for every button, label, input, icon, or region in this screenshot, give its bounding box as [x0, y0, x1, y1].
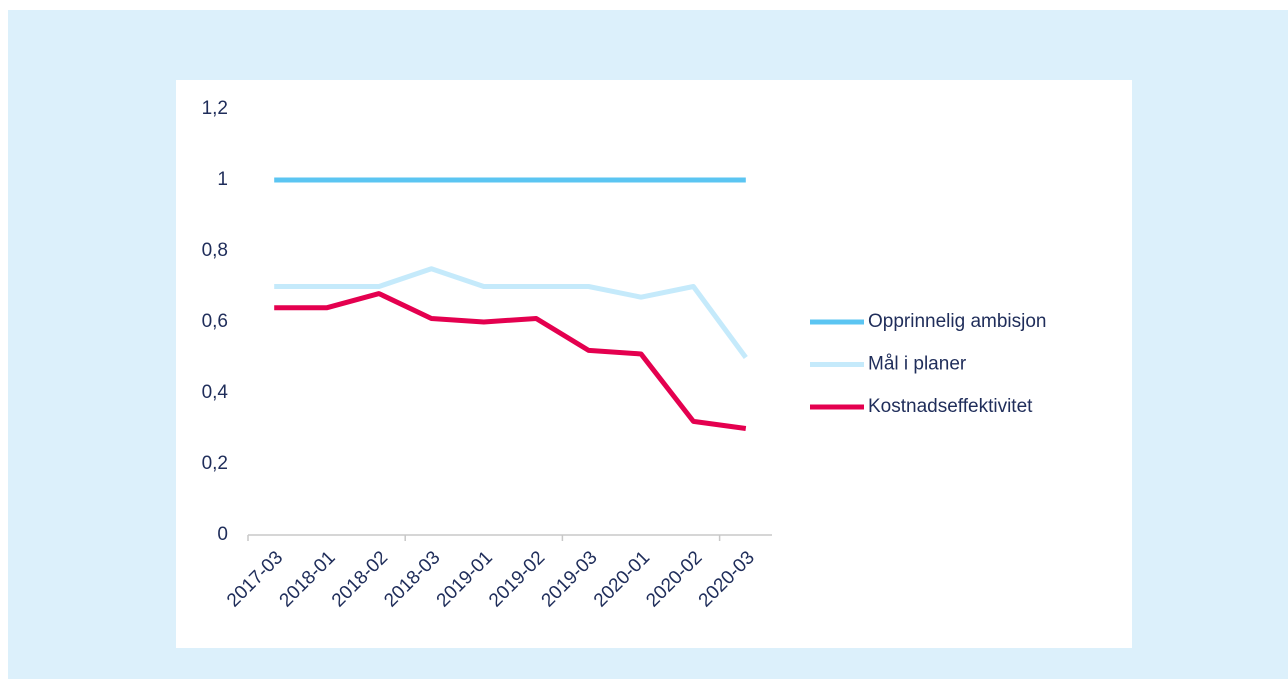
y-tick-label: 1 — [217, 169, 228, 190]
y-tick-label: 0 — [217, 524, 228, 545]
legend-label: Mål i planer — [868, 354, 967, 375]
legend-label: Opprinnelig ambisjon — [868, 311, 1047, 332]
series-line — [274, 266, 748, 359]
y-tick-label: 0,8 — [202, 240, 228, 261]
y-tick-label: 0,4 — [202, 382, 229, 403]
legend-label: Kostnadseffektivitet — [868, 396, 1033, 417]
y-tick-label: 0,2 — [202, 453, 228, 474]
y-tick-label: 1,2 — [202, 98, 228, 119]
plot-card — [176, 80, 1132, 648]
series-line — [274, 291, 747, 431]
y-tick-label: 0,6 — [202, 311, 228, 332]
